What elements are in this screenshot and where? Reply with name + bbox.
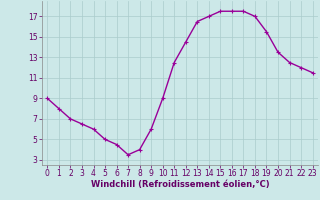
X-axis label: Windchill (Refroidissement éolien,°C): Windchill (Refroidissement éolien,°C) bbox=[91, 180, 269, 189]
